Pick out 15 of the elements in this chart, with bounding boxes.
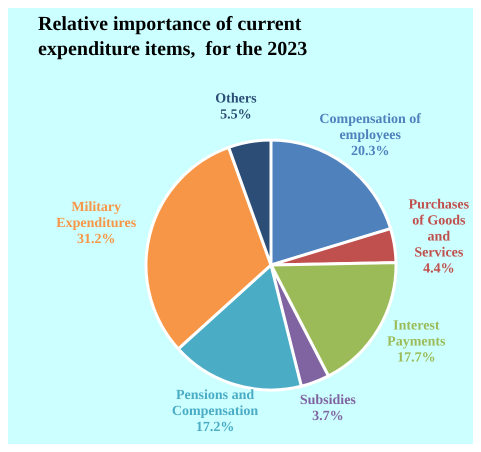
slice-label: Interest Payments [387,318,446,350]
slice-label: Military Expenditures [56,200,137,231]
data-label: 3.7% [312,408,344,424]
slice-label: Pensions and Compensation [172,388,258,420]
data-label: 20.3% [350,144,390,159]
slice-label: Compensation of employees [319,112,422,143]
data-label: 31.2% [76,232,116,247]
data-label: 17.7% [397,350,436,366]
data-label: 5.5% [220,107,252,122]
data-label: 17.2% [196,420,234,436]
chart-title: Relative importance of current expenditure items, for the 2023 [38,12,308,62]
data-label: 4.4% [423,261,455,276]
slice-label: Others [215,91,258,106]
slice-label: Subsidies [300,392,356,408]
slice-label: Purchases of Goods and Services [408,197,470,260]
